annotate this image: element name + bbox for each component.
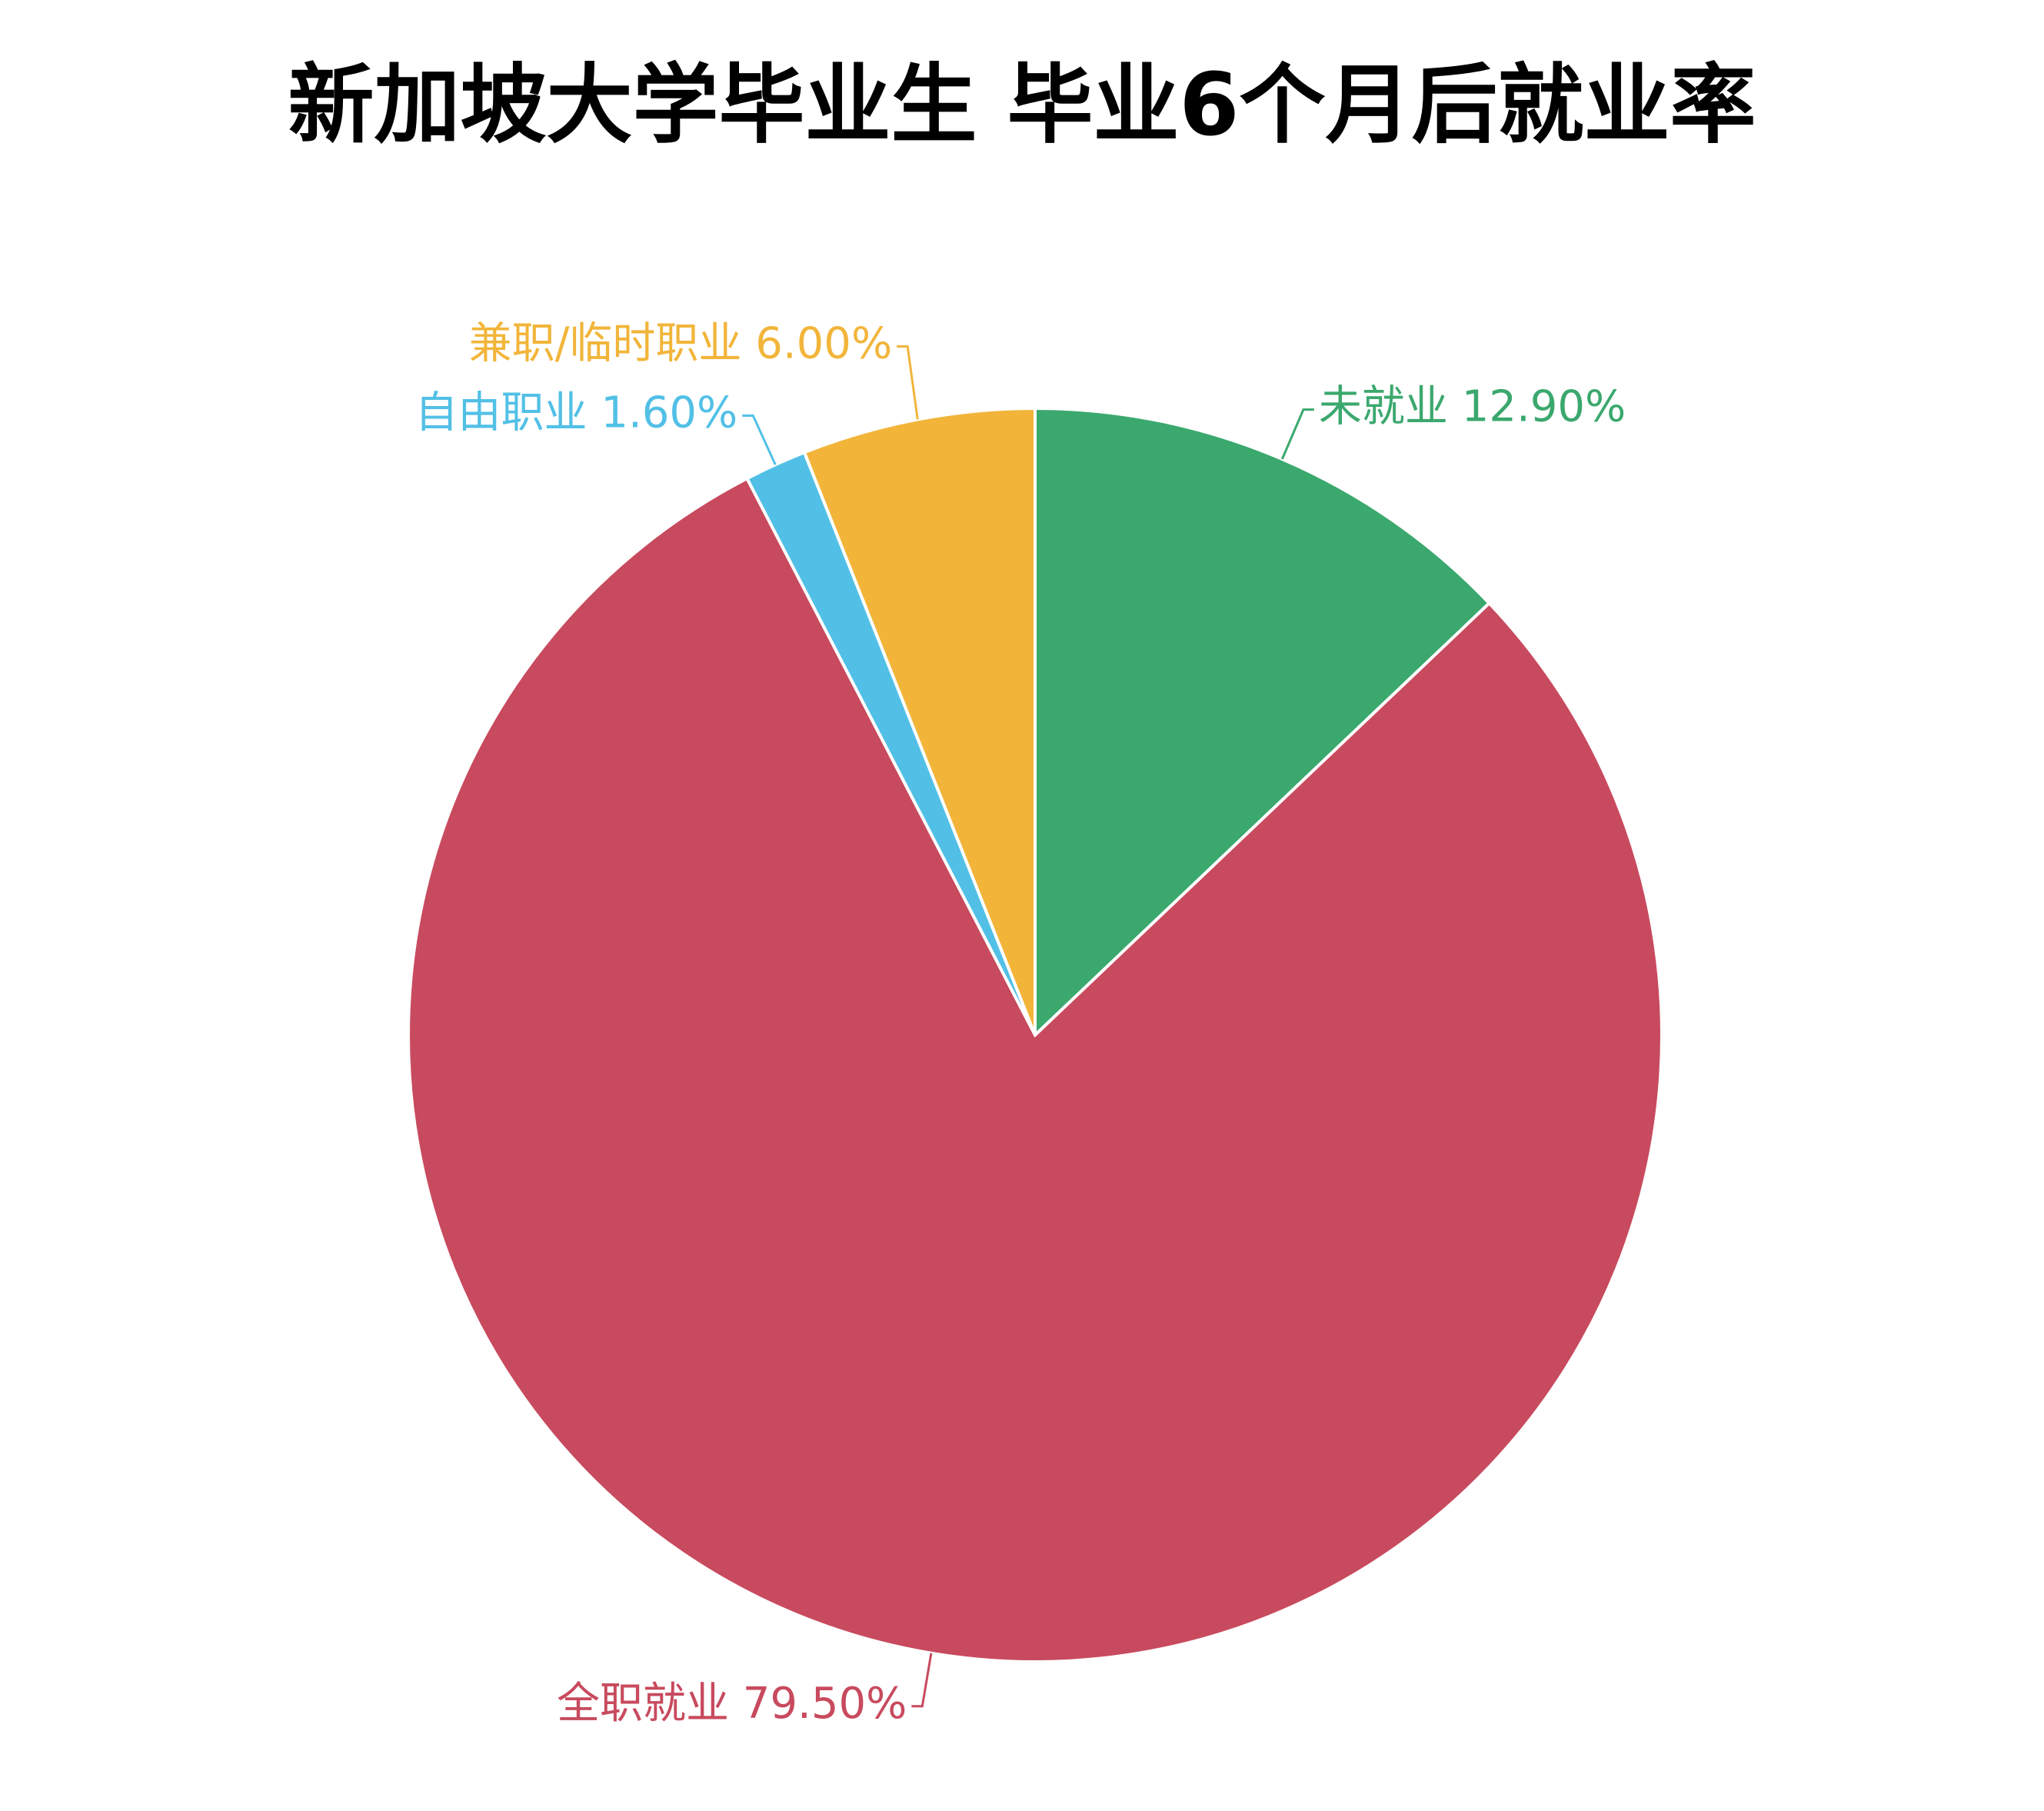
leader-line (742, 414, 777, 465)
slice-category: 全职就业 (557, 1679, 729, 1729)
slice-value-label: 12.90% (1462, 382, 1626, 432)
pie-slice (802, 406, 1037, 1036)
slice-label: 全职就业 79.50% (557, 1679, 907, 1729)
pie-slice (1034, 406, 1492, 1039)
slice-value-label: 79.50% (743, 1679, 907, 1729)
slice-value-label: 1.60% (601, 388, 737, 438)
leader-line (897, 345, 919, 420)
leader-line (911, 1653, 933, 1708)
chart-title: 新加坡大学毕业生 毕业6个月后就业率 (288, 55, 1756, 155)
slice-category: 自由职业 (415, 388, 588, 438)
slice-label: 自由职业 1.60% (415, 388, 738, 438)
leader-line (1280, 408, 1314, 460)
slice-label: 未就业 12.90% (1319, 382, 1626, 432)
slice-category: 兼职/临时职业 (469, 319, 742, 369)
slice-category: 未就业 (1319, 382, 1448, 432)
slice-value-label: 6.00% (755, 319, 892, 369)
slice-label: 兼职/临时职业 6.00% (469, 319, 893, 369)
